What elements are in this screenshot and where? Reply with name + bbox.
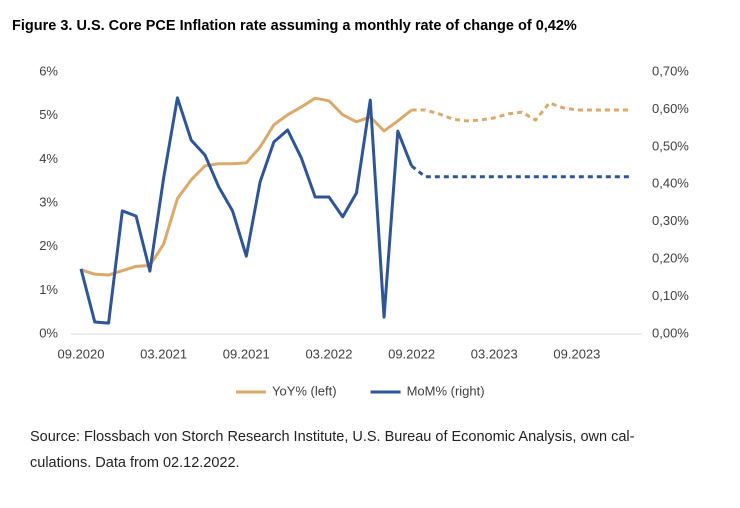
y2-tick-label: 0,20% [652, 251, 689, 266]
x-tick-label: 09.2022 [388, 346, 435, 361]
series-line [80, 96, 413, 277]
x-tick-label: 09.2021 [223, 346, 270, 361]
y-tick-label: 1% [39, 282, 58, 297]
y2-tick-label: 0,40% [652, 176, 689, 191]
y2-tick-label: 0,00% [652, 325, 689, 340]
y-tick-label: 2% [39, 238, 58, 253]
y2-tick-label: 0,50% [652, 138, 689, 153]
x-tick-label: 03.2021 [140, 346, 187, 361]
legend-label: MoM% (right) [407, 383, 485, 398]
chart-title: Figure 3. U.S. Core PCE Inflation rate a… [12, 18, 577, 34]
y2-tick-label: 0,30% [652, 213, 689, 228]
source-note: Source: Flossbach von Storch Research In… [30, 429, 635, 445]
x-tick-label: 09.2020 [58, 346, 105, 361]
y2-tick-label: 0,10% [652, 288, 689, 303]
series-line [79, 96, 413, 325]
y-tick-label: 6% [39, 63, 58, 78]
y-tick-label: 5% [39, 107, 58, 122]
y-tick-label: 3% [39, 194, 58, 209]
x-tick-label: 09.2023 [553, 346, 600, 361]
y2-tick-label: 0,60% [652, 101, 689, 116]
forecast-line [411, 101, 632, 123]
y2-tick-label: 0,70% [652, 63, 689, 78]
source-note: culations. Data from 02.12.2022. [30, 455, 240, 471]
x-tick-label: 03.2022 [305, 346, 352, 361]
y-tick-label: 4% [39, 151, 58, 166]
x-tick-label: 03.2023 [471, 346, 518, 361]
forecast-line [410, 164, 632, 179]
legend-label: YoY% (left) [272, 383, 337, 398]
y-tick-label: 0% [39, 325, 58, 340]
